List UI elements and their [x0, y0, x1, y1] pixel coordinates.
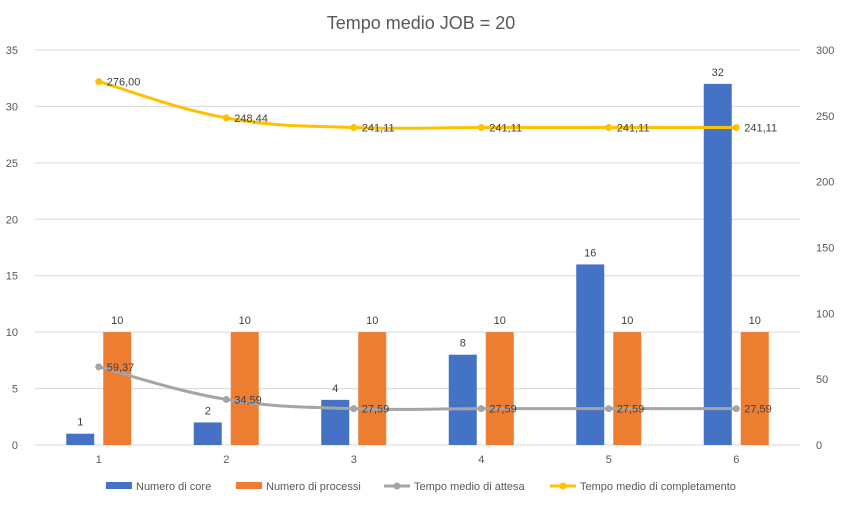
- bar: [740, 332, 769, 445]
- series-line: [98, 80, 737, 130]
- line-data-label: 241,11: [362, 123, 395, 135]
- y-left-tick-label: 10: [6, 327, 18, 339]
- series-point: [605, 405, 613, 413]
- line-data-label: 241,11: [617, 123, 650, 135]
- y-left-tick-label: 20: [6, 214, 18, 226]
- left-axis: 0 5 10 15 20 25 30 35: [6, 45, 18, 452]
- legend-label: Numero di core: [136, 481, 211, 493]
- line-data-label: 27,59: [362, 404, 390, 416]
- right-axis: 0 50 100 150 200 250 300: [816, 45, 834, 452]
- legend-swatch: [106, 482, 132, 489]
- bar-data-label: 32: [712, 67, 724, 79]
- y-left-tick-label: 0: [12, 440, 18, 452]
- line-data-label: 276,00: [107, 77, 141, 89]
- legend-label: Tempo medio di completamento: [580, 481, 736, 493]
- series-line: [98, 365, 737, 411]
- bar: [485, 332, 514, 445]
- y-left-tick-label: 35: [6, 45, 18, 57]
- legend-marker: [559, 482, 567, 490]
- y-right-tick-label: 100: [816, 308, 834, 320]
- x-tick-label: 2: [223, 454, 229, 466]
- bar: [703, 83, 732, 445]
- series-point: [350, 124, 358, 132]
- bar-data-label: 10: [111, 315, 123, 327]
- legend-item[interactable]: Numero di processi: [236, 481, 361, 493]
- bar: [66, 433, 95, 445]
- bar: [358, 332, 387, 445]
- x-tick-label: 5: [606, 454, 612, 466]
- bar: [230, 332, 259, 445]
- x-axis: 1 2 3 4 5 6: [35, 444, 800, 466]
- line-data-label: 27,59: [489, 404, 517, 416]
- legend-item[interactable]: Tempo medio di attesa: [384, 481, 526, 493]
- series-point: [477, 124, 485, 132]
- series-point: [95, 363, 103, 371]
- y-left-tick-label: 5: [12, 384, 18, 396]
- y-right-tick-label: 300: [816, 45, 834, 57]
- line-data-label: 34,59: [234, 394, 262, 406]
- gridlines: [35, 49, 800, 390]
- y-left-tick-label: 25: [6, 158, 18, 170]
- legend-swatch: [236, 482, 262, 489]
- chart-title: Tempo medio JOB = 20: [327, 13, 516, 33]
- legend-item[interactable]: Tempo medio di completamento: [550, 481, 736, 493]
- y-right-tick-label: 200: [816, 177, 834, 189]
- x-tick-label: 3: [351, 454, 357, 466]
- bar: [613, 332, 642, 445]
- bar-data-label: 10: [621, 315, 633, 327]
- bar: [193, 422, 222, 445]
- bar-data-label: 10: [366, 315, 378, 327]
- x-tick-label: 4: [478, 454, 484, 466]
- legend-label: Numero di processi: [266, 481, 361, 493]
- line-data-label: 241,11: [744, 123, 777, 135]
- series-point: [477, 405, 485, 413]
- line-series: [95, 78, 740, 413]
- bar-data-label: 1: [77, 417, 83, 429]
- bar: [103, 332, 132, 445]
- bar-data-label: 10: [494, 315, 506, 327]
- bar: [448, 354, 477, 445]
- bar-data-label: 16: [584, 247, 596, 259]
- series-point: [605, 124, 613, 132]
- y-right-tick-label: 50: [816, 374, 828, 386]
- series-point: [222, 395, 230, 403]
- bar-series: [66, 83, 769, 445]
- line-data-label: 27,59: [617, 404, 645, 416]
- bar-data-label: 10: [749, 315, 761, 327]
- bar-data-label: 4: [332, 383, 338, 395]
- line-data-label: 248,44: [234, 113, 268, 125]
- series-point: [350, 405, 358, 413]
- legend-marker: [393, 482, 401, 490]
- legend-item[interactable]: Numero di core: [106, 481, 211, 493]
- series-point: [222, 114, 230, 122]
- series-point: [95, 78, 103, 86]
- series-point: [732, 124, 740, 132]
- y-right-tick-label: 0: [816, 440, 822, 452]
- y-left-tick-label: 30: [6, 101, 18, 113]
- bar-data-label: 2: [205, 405, 211, 417]
- y-left-tick-label: 15: [6, 271, 18, 283]
- bar: [576, 264, 605, 445]
- x-tick-label: 6: [733, 454, 739, 466]
- series-point: [732, 405, 740, 413]
- legend-label: Tempo medio di attesa: [414, 481, 526, 493]
- legend[interactable]: Numero di core Numero di processi Tempo me…: [106, 481, 736, 493]
- y-right-tick-label: 150: [816, 243, 834, 255]
- y-right-tick-label: 250: [816, 111, 834, 123]
- line-data-label: 27,59: [744, 404, 772, 416]
- bar-data-label: 10: [239, 315, 251, 327]
- data-labels: 1 2 4 8 16 32 10 10 10 10 10 10 59,37 34,59 27,59 27,59…: [77, 67, 777, 429]
- line-data-label: 59,37: [107, 362, 135, 374]
- x-tick-label: 1: [96, 454, 102, 466]
- line-data-label: 241,11: [489, 123, 522, 135]
- bar-data-label: 8: [460, 338, 466, 350]
